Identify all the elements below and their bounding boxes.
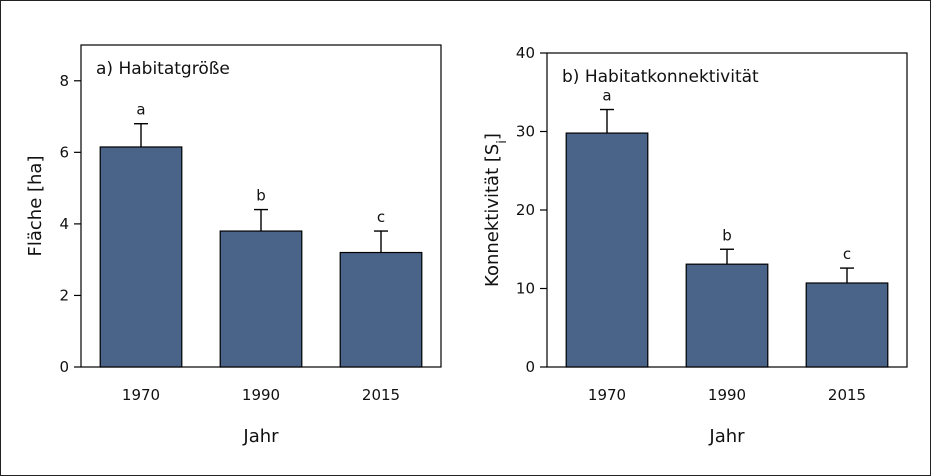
x-tick-label: 1990 — [708, 386, 746, 404]
panel-title: a) Habitatgröße — [96, 59, 230, 79]
bar — [685, 263, 769, 368]
y-axis-title-subscript: i — [495, 140, 510, 144]
significance-letter: c — [843, 245, 851, 263]
bar — [805, 282, 889, 368]
bar — [99, 146, 183, 368]
y-axis-title-end: ] — [482, 133, 503, 140]
y-tick-label: 20 — [516, 201, 535, 219]
y-axis-title: Konnektivität [Si] — [482, 133, 510, 287]
bar — [219, 230, 303, 368]
x-tick-label: 1990 — [242, 386, 280, 404]
y-tick-label: 0 — [59, 358, 69, 376]
y-tick-label: 6 — [59, 143, 69, 161]
y-tick-label: 10 — [516, 280, 535, 298]
x-tick-label: 1970 — [122, 386, 160, 404]
chart-panel-2: 0 10 20 30 40 a 1970 b 1990 c 2015 b) Habitatkonnek… — [482, 44, 908, 447]
significance-letter: c — [377, 208, 385, 226]
chart-panel-1: 0 2 4 6 8 a 1970 b 1990 c 2015 a) Habitatgröße Jahr F… — [25, 44, 442, 447]
y-tick-label: 8 — [59, 72, 69, 90]
significance-letter: b — [256, 187, 266, 205]
x-axis-title: Jahr — [242, 426, 279, 447]
x-tick-label: 1970 — [588, 386, 626, 404]
bar — [339, 251, 423, 368]
x-axis-title: Jahr — [708, 426, 745, 447]
panel-title: b) Habitatkonnektivität — [562, 67, 759, 87]
y-tick-label: 4 — [59, 215, 69, 233]
bar — [565, 132, 649, 368]
y-tick-label: 2 — [59, 286, 69, 304]
significance-letter: b — [722, 226, 732, 244]
y-tick-label: 40 — [516, 44, 535, 62]
x-tick-label: 2015 — [362, 386, 400, 404]
x-tick-label: 2015 — [828, 386, 866, 404]
y-tick-label: 0 — [525, 358, 535, 376]
y-axis-title: Fläche [ha] — [25, 156, 46, 257]
y-axis-title-main: Konnektivität [S — [482, 144, 503, 287]
y-tick-label: 30 — [516, 123, 535, 141]
significance-letter: a — [136, 101, 145, 119]
significance-letter: a — [602, 87, 611, 105]
